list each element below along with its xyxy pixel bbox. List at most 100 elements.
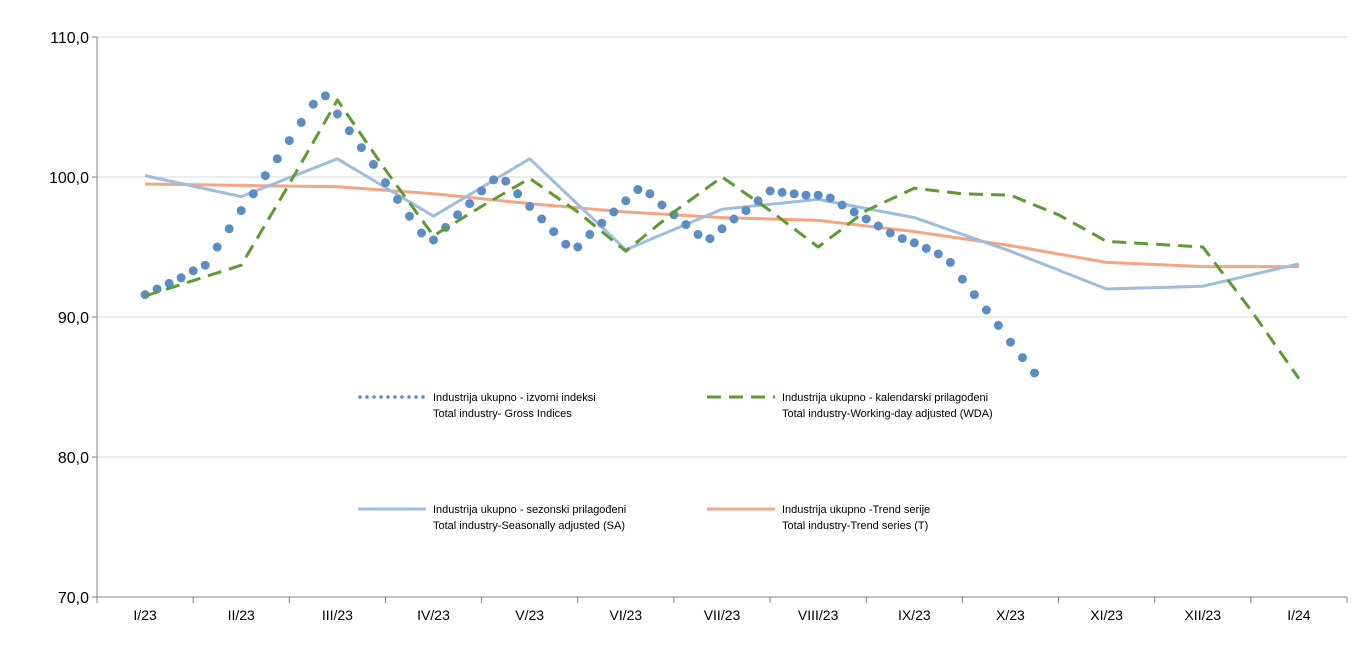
gross-series-point: [765, 186, 775, 196]
gross-series-point: [681, 220, 691, 230]
gross-series-point: [969, 290, 979, 300]
gross-series-point: [272, 154, 282, 164]
x-tick-label: III/23: [322, 607, 353, 623]
gross-series-point: [861, 214, 871, 224]
gross-series-point: [897, 234, 907, 244]
trend-series-line: [145, 182, 1299, 269]
gross-series-point: [405, 211, 414, 221]
gross-series-point: [393, 194, 402, 204]
gross-series-point: [489, 175, 499, 185]
gross-series-point: [284, 136, 294, 146]
legend-swatch-dot: [400, 395, 404, 399]
gross-series-point: [188, 266, 198, 276]
gross-series-point: [873, 221, 883, 231]
legend-swatch-dot: [414, 395, 418, 399]
legend-swatch-dot: [393, 395, 397, 399]
gross-series-point: [741, 206, 751, 216]
gross-series-point: [549, 227, 559, 237]
x-tick-label: VI/23: [609, 607, 642, 623]
gross-series-point: [945, 257, 955, 267]
legend-label-en: Total industry- Gross Indices: [433, 408, 572, 420]
gross-series-point: [993, 320, 1003, 330]
x-tick-label: V/23: [515, 607, 544, 623]
gross-series-point: [260, 171, 270, 181]
legend-entry: Industrija ukupno - izvorni indeksi Total…: [358, 392, 596, 420]
y-tick-label: 80,0: [58, 450, 89, 467]
gross-series-point: [561, 239, 571, 249]
legend-label: Industrija ukupno - sezonski prilagođeni: [433, 504, 626, 516]
gross-series-point: [332, 109, 342, 119]
gross-series-point: [417, 228, 426, 238]
gross-series-point: [344, 126, 354, 136]
gross-series-point: [513, 189, 523, 199]
legend-label-en: Total industry-Seasonally adjusted (SA): [433, 520, 625, 532]
axes: 70,0 80,0 90,0 100,0 110,0 I/23 II/23 III/23 IV/…: [49, 30, 1348, 623]
gross-series-point: [1006, 337, 1015, 347]
gross-series-point: [957, 274, 967, 284]
gross-series-point: [477, 186, 487, 196]
gross-series-point: [248, 189, 258, 199]
series-layer: [140, 91, 1301, 380]
legend-swatch-dot: [358, 395, 362, 399]
gross-series-point: [152, 284, 162, 294]
legend-swatch-dot: [386, 395, 390, 399]
legend-entry: Industrija ukupno -Trend serije Total ind…: [707, 504, 930, 532]
gross-series-point: [573, 242, 583, 252]
legend-swatch-dot: [407, 395, 411, 399]
gross-series-point: [933, 249, 943, 259]
x-tick-label: I/24: [1287, 607, 1311, 623]
gross-series-point: [849, 207, 859, 217]
legend-label: Industrija ukupno - izvorni indeksi: [433, 392, 596, 404]
gross-series-point: [621, 196, 631, 206]
gross-series-point: [909, 238, 919, 248]
gross-series-point: [885, 228, 895, 238]
gross-series-point: [381, 178, 390, 188]
gross-series-point: [837, 200, 847, 210]
gross-series-point: [825, 193, 835, 203]
gross-series-point: [729, 214, 739, 224]
legend-label-en: Total industry-Trend series (T): [782, 520, 928, 532]
gross-series-point: [453, 210, 463, 220]
gross-series-point: [609, 207, 619, 217]
gridlines: [97, 36, 1347, 458]
gross-series-point: [1030, 368, 1039, 378]
legend-entry: Industrija ukupno - sezonski prilagođeni…: [358, 504, 626, 532]
gross-series-point: [537, 214, 547, 224]
gross-series-point: [777, 187, 787, 197]
legend-swatch-dot: [372, 395, 376, 399]
gross-series-point: [368, 159, 378, 169]
legend-swatch-dot: [379, 395, 383, 399]
legend-label: Industrija ukupno - kalendarski prilagođ…: [782, 392, 988, 404]
gross-series-point: [236, 206, 246, 216]
gross-series-point: [633, 185, 643, 195]
gross-series-point: [176, 273, 186, 283]
x-tick-label: IX/23: [898, 607, 931, 623]
y-tick-label: 70,0: [58, 590, 89, 607]
gross-series-point: [801, 190, 811, 200]
gross-series-point: [657, 200, 667, 210]
gross-series-point: [465, 199, 475, 209]
legend-label-en: Total industry-Working-day adjusted (WDA…: [782, 408, 993, 420]
legend-swatch-dot: [421, 395, 425, 399]
y-tick-label: 90,0: [58, 310, 89, 327]
gross-series-point: [693, 229, 703, 239]
x-tick-label: I/23: [133, 607, 157, 623]
gross-series-point: [525, 201, 535, 211]
gross-series-point: [200, 260, 210, 270]
x-tick-label: XII/23: [1184, 607, 1221, 623]
gross-series-point: [1018, 353, 1027, 363]
gross-series-point: [813, 190, 823, 200]
legend-entry: Industrija ukupno - kalendarski prilagođ…: [707, 392, 993, 420]
x-tick-label: II/23: [228, 607, 255, 623]
legend: Industrija ukupno - izvorni indeksi Total…: [358, 392, 993, 532]
gross-series-point: [501, 176, 511, 186]
x-tick-label: XI/23: [1090, 607, 1123, 623]
gross-series-point: [981, 305, 991, 315]
gross-series-point: [224, 224, 234, 234]
x-tick-label: X/23: [996, 607, 1025, 623]
y-tick-label: 100,0: [49, 170, 89, 187]
gross-series-point: [645, 189, 655, 199]
gross-series-point: [717, 224, 727, 234]
sa-series-line: [144, 157, 1300, 291]
